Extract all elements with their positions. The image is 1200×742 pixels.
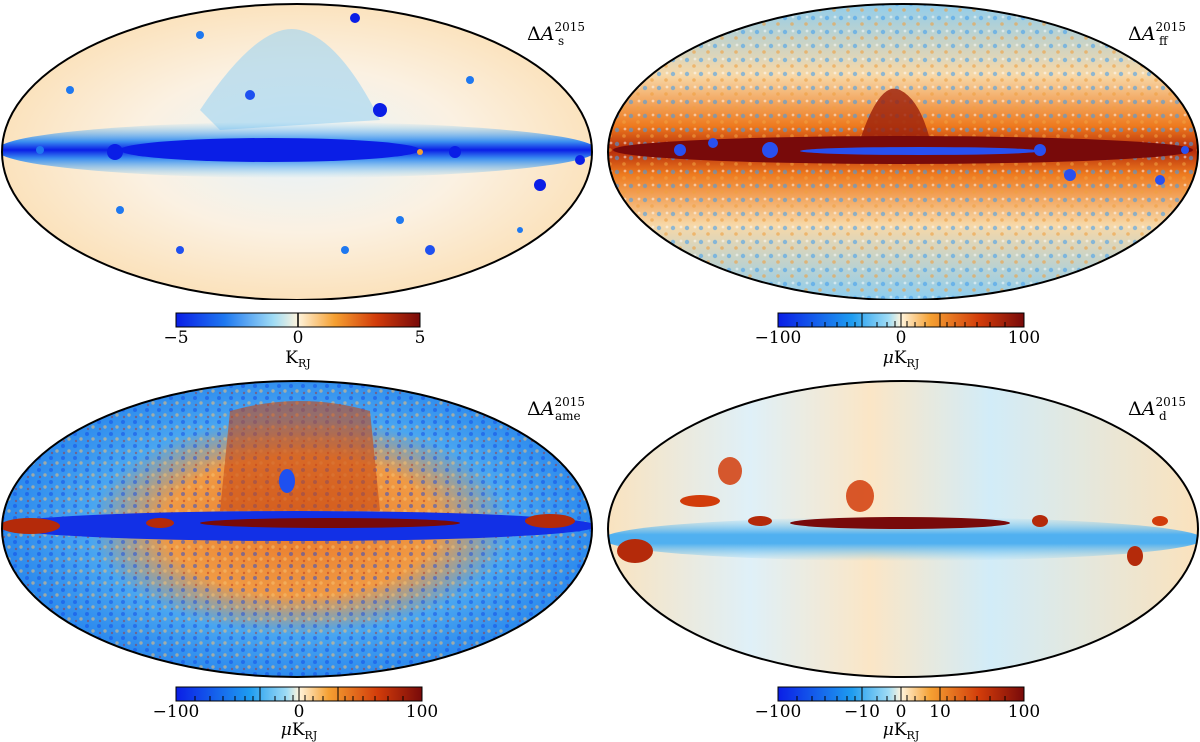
tick-label: 0 — [895, 328, 907, 348]
colorbar-synchrotron: −5 0 5 KRJ — [163, 312, 425, 372]
tick-label: −100 — [754, 328, 802, 348]
tick-label: 5 — [414, 328, 426, 348]
colorbar-gradient-freefree — [777, 312, 1025, 328]
mollweide-map-ame — [1, 380, 593, 678]
panel-dust: ΔA2015d −100 −10 — [600, 371, 1200, 742]
mollweide-map-dust — [607, 380, 1199, 678]
colorbar-unit: μKRJ — [882, 348, 920, 370]
tick-label: 100 — [405, 702, 439, 722]
tick-label: 0 — [293, 702, 305, 722]
tick-label: 0 — [292, 328, 304, 348]
colorbar-unit: μKRJ — [882, 720, 920, 742]
colorbar-gradient-dust — [777, 686, 1025, 702]
tick-label: −10 — [844, 702, 880, 722]
map-title-freefree: ΔA2015ff — [1128, 20, 1187, 48]
colorbar-unit: μKRJ — [280, 720, 318, 742]
mollweide-map-synchrotron — [1, 3, 593, 300]
panel-synchrotron: ΔA2015s −5 0 5 KRJ — [0, 0, 600, 371]
tick-label: −100 — [152, 702, 200, 722]
panel-ame: ΔA2015ame −100 0 — [0, 371, 600, 742]
tick-label: 10 — [929, 702, 951, 722]
colorbar-gradient-ame — [175, 686, 423, 702]
colorbar-gradient-synchrotron — [175, 312, 421, 328]
map-title-dust: ΔA2015d — [1128, 395, 1187, 423]
tick-label: 100 — [1007, 328, 1041, 348]
panel-freefree: ΔA2015ff −100 0 — [600, 0, 1200, 371]
map-title-ame: ΔA2015ame — [527, 395, 586, 423]
colorbar-unit: KRJ — [285, 348, 311, 370]
mollweide-map-freefree — [607, 3, 1199, 300]
tick-label: 100 — [1007, 702, 1041, 722]
colorbar-ame: −100 0 100 μKRJ — [153, 686, 438, 742]
colorbar-dust: −100 −10 0 10 100 μKRJ — [755, 686, 1040, 742]
tick-label: −100 — [754, 702, 802, 722]
colorbar-freefree: −100 0 100 μKRJ — [755, 312, 1040, 372]
tick-label: 0 — [895, 702, 907, 722]
tick-label: −5 — [163, 328, 189, 348]
map-title-synchrotron: ΔA2015s — [527, 20, 586, 48]
